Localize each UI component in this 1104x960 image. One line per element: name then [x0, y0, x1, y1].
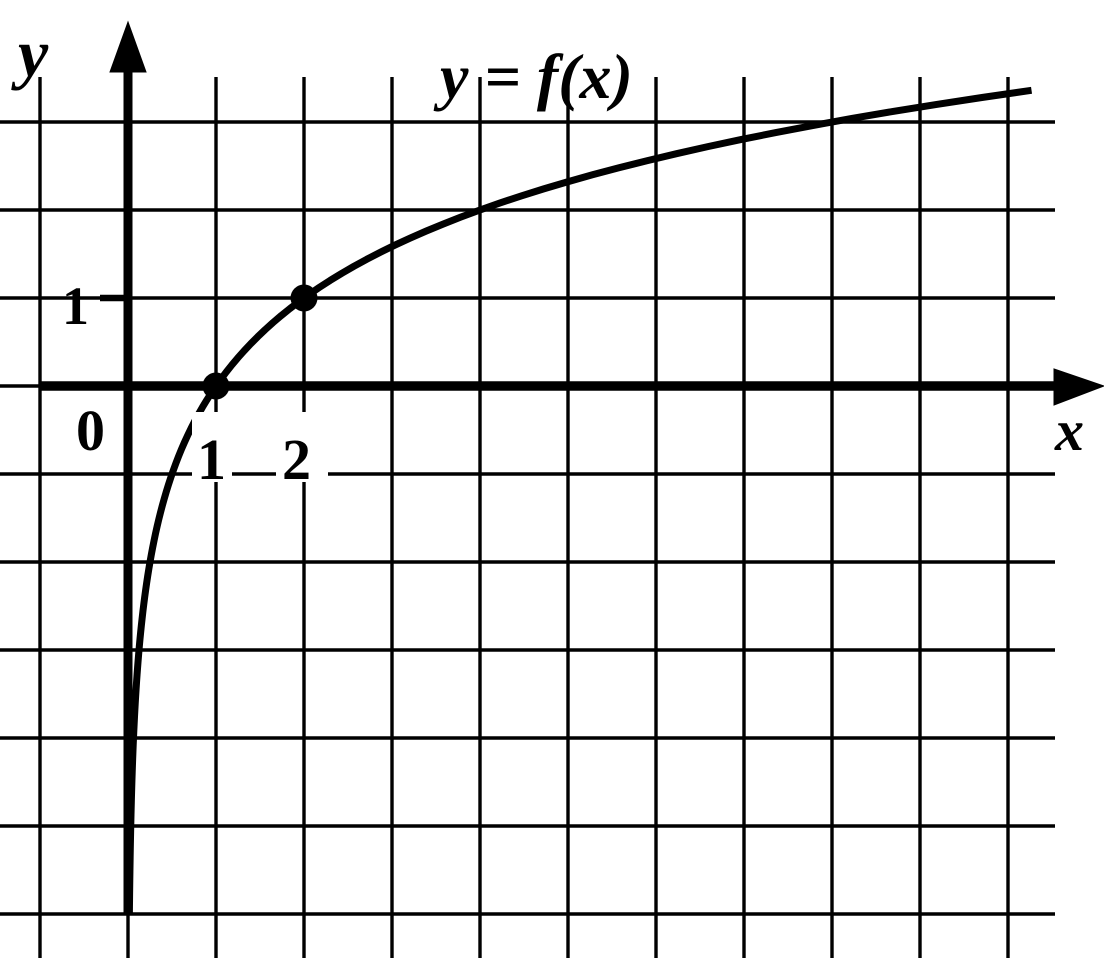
svg-text:x: x: [1054, 398, 1084, 463]
svg-text:1: 1: [197, 427, 226, 492]
svg-text:1: 1: [62, 276, 89, 336]
svg-text:2: 2: [282, 427, 311, 492]
svg-text:0: 0: [76, 398, 105, 463]
svg-text:y: y: [11, 15, 49, 91]
svg-text:y = f(x): y = f(x): [433, 41, 633, 112]
